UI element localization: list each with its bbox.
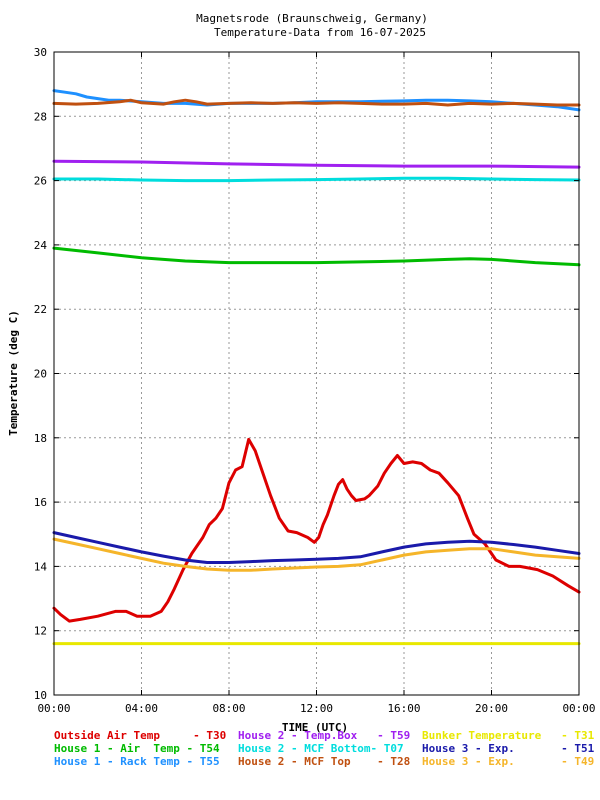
- x-axis-label: TIME (UTC): [282, 721, 348, 734]
- x-tick-label: 00:00: [562, 702, 595, 715]
- x-tick-label: 12:00: [300, 702, 333, 715]
- x-tick-label: 00:00: [37, 702, 70, 715]
- y-tick-label: 20: [34, 368, 47, 381]
- x-tick-label: 20:00: [475, 702, 508, 715]
- series-line-5: [52, 98, 581, 107]
- legend-entry-2: House 1 - Rack Temp - T55: [54, 755, 220, 768]
- legend-entry-1: House 1 - Air Temp - T54: [54, 742, 220, 755]
- series-line-0: [52, 437, 581, 623]
- legend-entry-6: Bunker Temperature - T31: [422, 729, 595, 742]
- legend-entry-4: House 2 - MCF Bottom- T07: [238, 742, 404, 755]
- y-axis-label: Temperature (deg C): [7, 310, 20, 436]
- y-tick-label: 16: [34, 496, 47, 509]
- plot-series: [52, 89, 581, 646]
- chart-title-line-2: Temperature-Data from 16-07-2025: [214, 26, 426, 39]
- y-tick-label: 24: [34, 239, 48, 252]
- axis-ticks: 10 12 14 16 18 20 22 24 26 28 30 00:00 04:00 08:00 12:…: [34, 46, 596, 715]
- x-tick-label: 08:00: [212, 702, 245, 715]
- series-line-7: [52, 531, 581, 564]
- chart-title-line-1: Magnetsrode (Braunschweig, Germany): [196, 12, 428, 25]
- grid: [54, 52, 579, 695]
- y-tick-label: 22: [34, 303, 47, 316]
- chart-title: Magnetsrode (Braunschweig, Germany) Temp…: [196, 12, 428, 39]
- legend-entry-3: House 2 - Temp.Box - T59: [238, 729, 410, 742]
- y-tick-label: 30: [34, 46, 47, 59]
- x-tick-label: 16:00: [387, 702, 420, 715]
- series-line-4: [52, 176, 581, 183]
- y-tick-label: 12: [34, 625, 47, 638]
- legend-entry-7: House 3 - Exp. - T51: [422, 742, 595, 755]
- legend-entry-5: House 2 - MCF Top - T28: [238, 755, 410, 768]
- legend-entry-8: House 3 - Exp. - T49: [422, 755, 594, 768]
- y-tick-label: 14: [34, 560, 48, 573]
- legend-entry-0: Outside Air Temp - T30: [54, 729, 226, 742]
- y-tick-label: 10: [34, 689, 47, 702]
- y-tick-label: 28: [34, 110, 47, 123]
- series-line-3: [52, 159, 581, 169]
- y-tick-label: 18: [34, 432, 47, 445]
- y-tick-label: 26: [34, 175, 47, 188]
- x-tick-label: 04:00: [125, 702, 158, 715]
- series-line-8: [52, 537, 581, 572]
- series-line-1: [52, 246, 581, 267]
